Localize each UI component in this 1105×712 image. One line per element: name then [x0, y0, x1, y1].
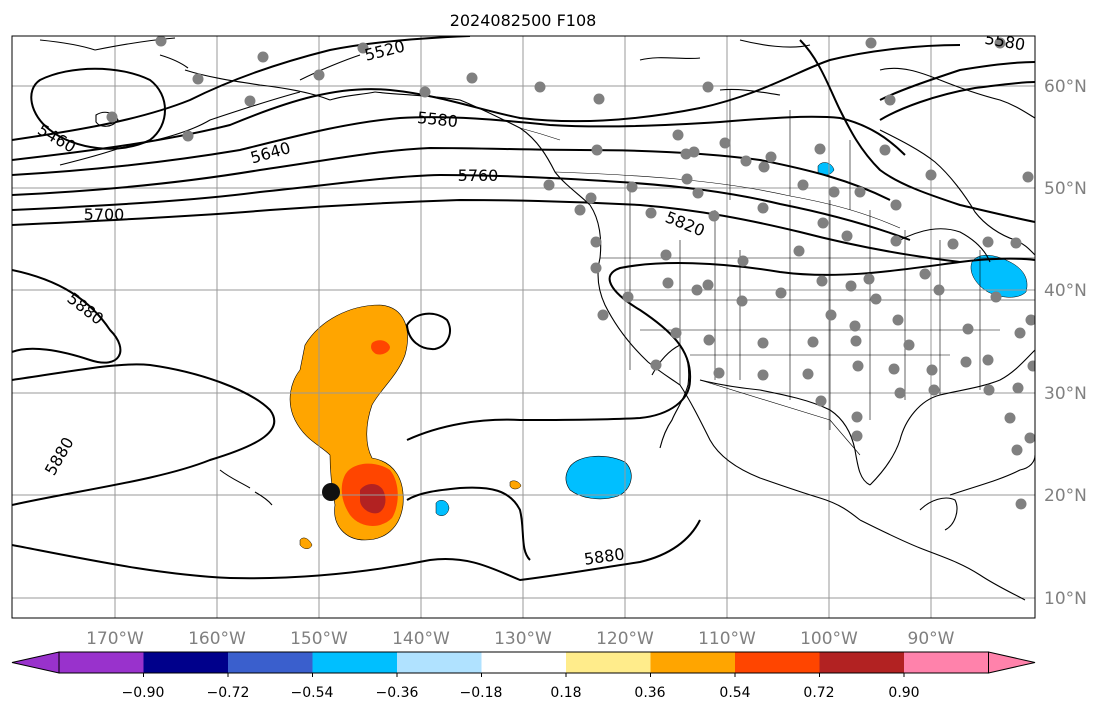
colorbar-tick-label: −0.90 [122, 685, 165, 701]
graticule [12, 36, 1035, 618]
colorbar-tick-label: −0.18 [460, 685, 503, 701]
lat-label-10n: 10°N [1044, 589, 1087, 609]
colorbar-tick-label: 0.36 [634, 685, 665, 701]
lon-label-170w: 170°W [86, 629, 144, 649]
colorbar-segment [143, 652, 229, 673]
colorbar-segment [397, 652, 482, 673]
positive-anomaly-core-darkred [360, 484, 386, 514]
colorbar-tick-label: 0.90 [888, 685, 919, 701]
lon-label-120w: 120°W [596, 629, 654, 649]
colorbar-tick-labels: −0.90 −0.72 −0.54 −0.36 −0.18 0.18 0.36 … [122, 685, 920, 701]
map-frame [11, 35, 1036, 619]
lat-label-50n: 50°N [1044, 179, 1087, 199]
lon-label-150w: 150°W [290, 629, 348, 649]
colorbar-segment [228, 652, 313, 673]
station-markers [106, 36, 1035, 510]
lat-label-20n: 20°N [1044, 486, 1087, 506]
lat-label-30n: 30°N [1044, 384, 1087, 404]
colorbar-extend-high [988, 651, 1036, 674]
lon-label-90w: 90°W [908, 629, 955, 649]
colorbar-segment [904, 652, 989, 673]
colorbar-tick-label: 0.72 [803, 685, 834, 701]
lon-label-100w: 100°W [800, 629, 858, 649]
lon-label-160w: 160°W [188, 629, 246, 649]
colorbar-tick-label: −0.54 [291, 685, 334, 701]
colorbar-segment [59, 652, 144, 673]
lon-label-140w: 140°W [392, 629, 450, 649]
colorbar-tick-label: 0.18 [550, 685, 581, 701]
contour-label-5760: 5760 [458, 166, 499, 185]
colorbar-segment [650, 652, 736, 673]
colorbar-tick-label: 0.54 [719, 685, 750, 701]
contour-label-5700: 5700 [84, 205, 125, 224]
colorbar-segment [481, 652, 567, 673]
colorbar [11, 651, 1036, 677]
positive-anomaly-spot-2 [509, 480, 522, 490]
lon-label-130w: 130°W [494, 629, 552, 649]
negative-anomaly-great-lakes [970, 255, 1028, 298]
colorbar-tick-label: −0.72 [207, 685, 250, 701]
positive-anomaly-small-red [371, 340, 390, 355]
positive-anomaly-spot-1 [299, 537, 313, 549]
colorbar-extend-low [11, 651, 60, 674]
contour-label-5580: 5580 [416, 108, 458, 131]
height-contours [12, 36, 1035, 582]
colorbar-tick-label: −0.36 [376, 685, 419, 701]
negative-anomaly-pacific [565, 455, 632, 500]
lat-label-40n: 40°N [1044, 281, 1087, 301]
map-title: 2024082500 F108 [450, 11, 597, 30]
colorbar-segment [312, 652, 398, 673]
colorbar-segment [566, 652, 651, 673]
negative-anomaly-small-pacific [435, 500, 450, 516]
colorbar-segment [819, 652, 905, 673]
colorbar-frame [58, 651, 989, 674]
lat-label-60n: 60°N [1044, 77, 1087, 97]
map-panel: 5520 5580 5460 5640 5760 5700 5820 5880 … [11, 35, 1036, 619]
lon-label-110w: 110°W [698, 629, 756, 649]
storm-position-marker [322, 483, 340, 501]
colorbar-segment [735, 652, 820, 673]
longitude-axis-labels: 170°W 160°W 150°W 140°W 130°W 120°W 110°… [86, 629, 955, 649]
latitude-axis-labels: 60°N 50°N 40°N 30°N 20°N 10°N [1044, 77, 1087, 609]
